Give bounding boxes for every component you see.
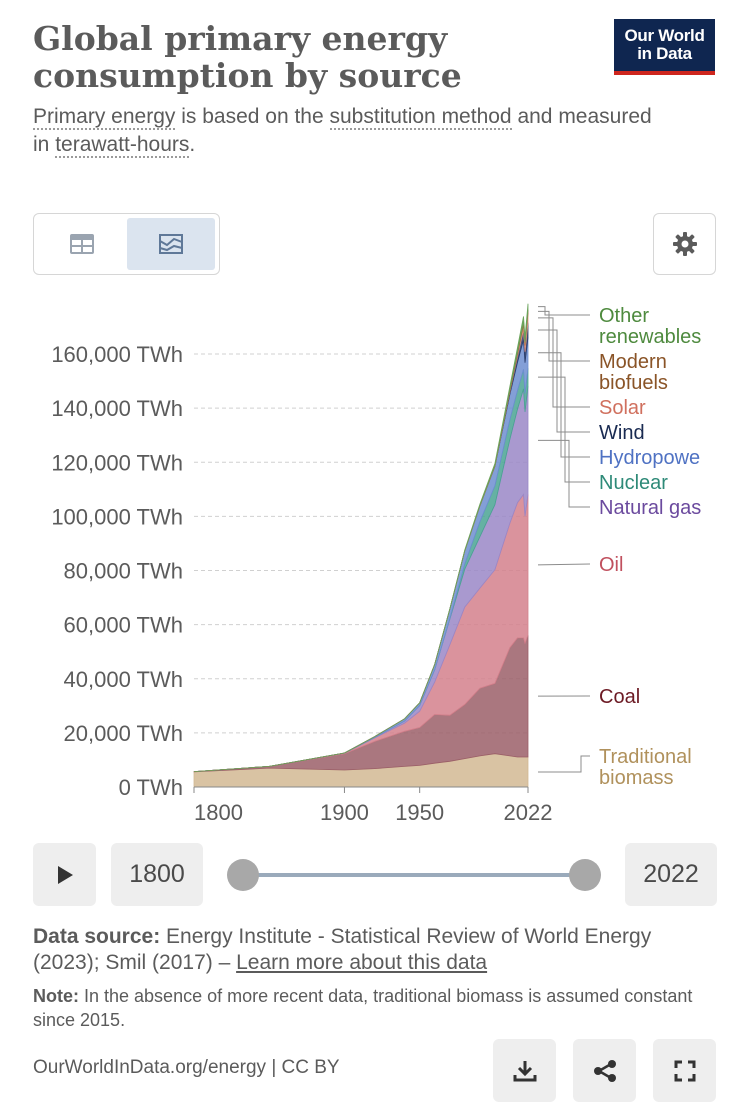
y-tick-label: 120,000 TWh [51, 450, 183, 475]
download-button[interactable] [493, 1039, 556, 1102]
y-axis-tick-labels: 0 TWh 20,000 TWh 40,000 TWh 60,000 TWh 80,00… [51, 342, 183, 800]
x-tick-label: 1900 [320, 800, 369, 825]
timeline-end-handle[interactable] [569, 859, 601, 891]
subtitle-text-2: and measured in [33, 105, 652, 156]
note-text: In the absence of more recent data, trad… [33, 986, 693, 1030]
subtitle-text-1: is based on the [175, 105, 330, 128]
legend-label-nuclear: Nuclear [599, 472, 668, 494]
legend-connector [537, 563, 591, 566]
legend-connector [538, 376, 590, 483]
timeline-slider-track[interactable] [243, 873, 586, 877]
y-tick-label: 0 TWh [119, 775, 183, 800]
timeline-end-year[interactable]: 2022 [625, 843, 717, 906]
settings-button[interactable] [653, 213, 716, 275]
legend-connector [538, 329, 590, 433]
legend-label-other-renewables: Other [599, 305, 649, 327]
fullscreen-icon [674, 1060, 695, 1081]
play-button[interactable] [33, 843, 96, 906]
owid-logo[interactable]: Our World in Data [614, 19, 715, 75]
learn-more-link[interactable]: Learn more about this data [236, 951, 488, 974]
x-tick-label: 1950 [395, 800, 444, 825]
data-source: Data source: Energy Institute - Statisti… [33, 924, 693, 976]
substitution-method-link[interactable]: substitution method [329, 105, 512, 130]
share-button[interactable] [573, 1039, 636, 1102]
x-tick-label: 2022 [504, 800, 553, 825]
legend-connector [538, 306, 590, 316]
chart-areas [193, 303, 529, 788]
legend-connector [538, 439, 590, 508]
fullscreen-button[interactable] [653, 1039, 716, 1102]
legend-label-modern-biofuels: Modern [599, 351, 667, 373]
legend-label-other-renewables: renewables [599, 326, 701, 348]
legend-label-natural-gas: Natural gas [599, 497, 701, 519]
source-text: Energy Institute - Statistical Review of… [33, 925, 652, 974]
share-icon [593, 1059, 616, 1082]
play-icon [57, 865, 73, 884]
y-tick-label: 160,000 TWh [51, 342, 183, 367]
y-tick-label: 60,000 TWh [64, 613, 183, 638]
logo-line-2: in Data [637, 44, 692, 63]
gear-icon [672, 232, 697, 256]
stacked-area-chart: 0 TWh 20,000 TWh 40,000 TWh 60,000 TWh 80,00… [51, 303, 701, 825]
legend-connector [538, 310, 590, 362]
legend-label-hydropower: Hydropowe [599, 447, 700, 469]
terawatt-hours-link[interactable]: terawatt-hours [55, 133, 190, 158]
chart-subtitle: Primary energy is based on the substitut… [33, 103, 673, 159]
legend-connector [538, 317, 590, 408]
source-label: Data source: [33, 925, 161, 948]
table-icon [70, 234, 94, 254]
legend-label-coal: Coal [599, 686, 640, 708]
y-tick-label: 20,000 TWh [64, 721, 183, 746]
note-label: Note: [33, 986, 79, 1006]
chart-note: Note: In the absence of more recent data… [33, 984, 693, 1032]
legend-label-modern-biofuels: biofuels [599, 372, 668, 394]
timeline-start-handle[interactable] [227, 859, 259, 891]
primary-energy-link[interactable]: Primary energy [33, 105, 176, 130]
view-toggle [33, 213, 220, 275]
legend-connector [538, 755, 590, 773]
legend-label-traditional-biomass: Traditional [599, 746, 692, 768]
y-tick-label: 40,000 TWh [64, 667, 183, 692]
x-axis: 1800 1900 1950 2022 [193, 786, 553, 825]
subtitle-text-3: . [189, 133, 196, 156]
y-tick-label: 100,000 TWh [51, 504, 183, 529]
chart-view-button[interactable] [127, 218, 215, 270]
y-tick-label: 140,000 TWh [51, 396, 183, 421]
area-other-renewables [193, 303, 529, 772]
table-view-button[interactable] [38, 218, 126, 270]
area-chart-icon [159, 234, 183, 254]
legend-label-traditional-biomass: biomass [599, 767, 673, 789]
credit-text[interactable]: OurWorldInData.org/energy | CC BY [33, 1057, 340, 1078]
chart-title: Global primary energy consumption by sou… [33, 19, 462, 95]
y-tick-label: 80,000 TWh [64, 559, 183, 584]
download-icon [513, 1060, 536, 1081]
timeline-start-year[interactable]: 1800 [111, 843, 203, 906]
legend-connector [538, 352, 590, 458]
legend-label-wind: Wind [599, 422, 645, 444]
x-tick-label: 1800 [194, 800, 243, 825]
logo-line-1: Our World [624, 26, 705, 45]
legend-label-oil: Oil [599, 554, 623, 576]
legend-label-solar: Solar [599, 397, 646, 419]
